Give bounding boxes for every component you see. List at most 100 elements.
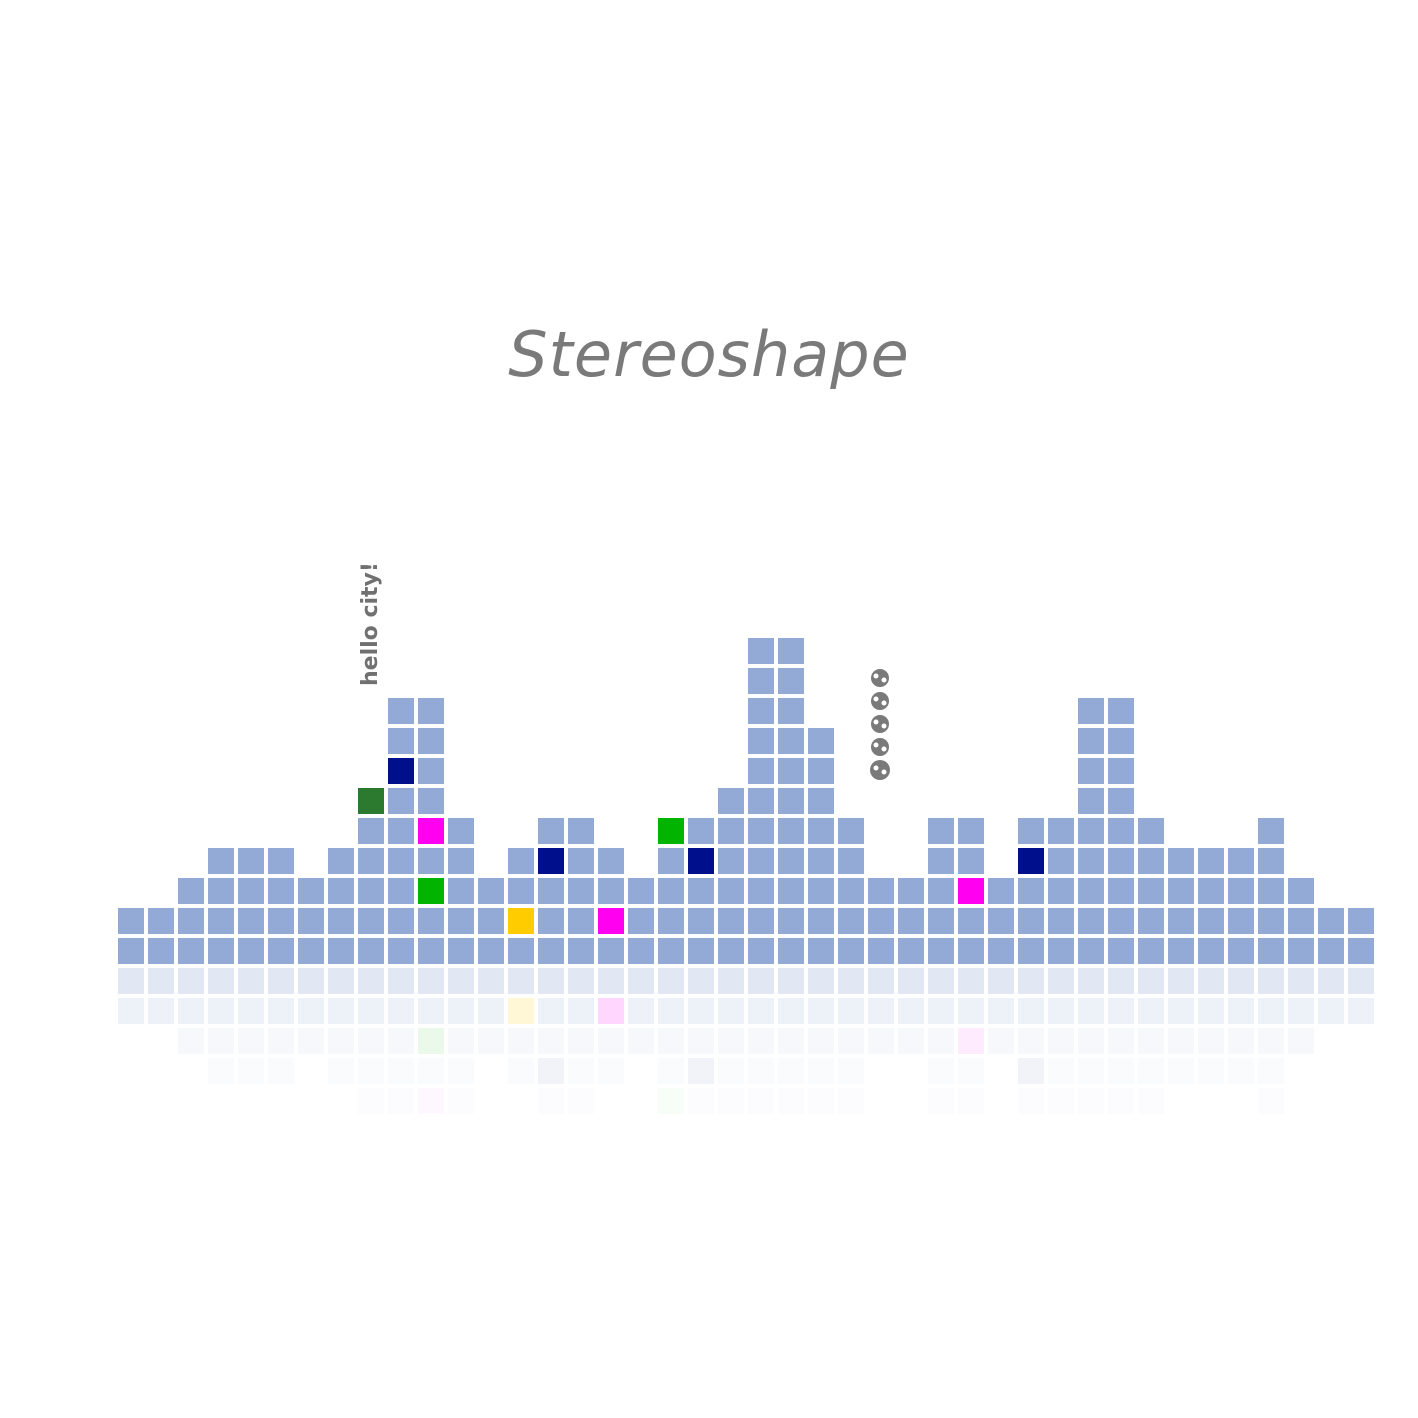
tile [838,848,864,874]
tile [448,818,474,844]
reflection-tile [778,1058,804,1084]
tile [208,938,234,964]
tile [718,878,744,904]
reflection-tile [478,998,504,1024]
tile [928,878,954,904]
reflection-tile [268,1028,294,1054]
tile [778,638,804,664]
reflection-tile [358,1058,384,1084]
tile [568,848,594,874]
tile [928,938,954,964]
tile [568,938,594,964]
tile [1198,878,1224,904]
tile [418,788,444,814]
accent-tile [418,878,444,904]
tile [778,938,804,964]
tile [268,848,294,874]
reflection-tile [658,968,684,994]
tile [718,848,744,874]
tile [478,938,504,964]
tile [1168,848,1194,874]
tile [418,938,444,964]
reflection-tile [448,968,474,994]
hello-city-label: hello city! [358,562,383,686]
reflection-tile [478,968,504,994]
reflection-tile [808,968,834,994]
tile [388,908,414,934]
tile [1228,878,1254,904]
reflection-tile [238,968,264,994]
reflection-tile [508,1028,534,1054]
tile [718,908,744,934]
tile [298,938,324,964]
reflection-tile [358,1028,384,1054]
reflection-tile [1138,998,1164,1024]
reflection-tile [238,1058,264,1084]
tile [988,938,1014,964]
tile [1048,938,1074,964]
accent-tile [508,908,534,934]
tile [1288,878,1314,904]
reflection-tile [1348,968,1374,994]
tile [718,938,744,964]
tile [538,938,564,964]
tile [238,878,264,904]
reflection-tile [178,1028,204,1054]
reflection-tile [988,1028,1014,1054]
tile [508,878,534,904]
reflection-tile [838,1028,864,1054]
reflection-tile [1258,998,1284,1024]
tile [1078,878,1104,904]
reflection-tile [688,968,714,994]
tile [358,908,384,934]
reflection-tile [328,968,354,994]
tile [358,878,384,904]
reflection-tile [748,1088,774,1114]
reflection-tile [778,968,804,994]
reflection-tile [1108,1028,1134,1054]
tile [238,848,264,874]
reflection-tile [328,998,354,1024]
tile [448,878,474,904]
tile [1048,908,1074,934]
tile [478,908,504,934]
tile [748,938,774,964]
tile [538,818,564,844]
tile [238,938,264,964]
tile [808,788,834,814]
tile [1138,938,1164,964]
tile [628,878,654,904]
tile [388,818,414,844]
tile [298,908,324,934]
reflection-tile [418,968,444,994]
tile [928,908,954,934]
reflection-tile [958,1058,984,1084]
tile [808,908,834,934]
tile [508,848,534,874]
reflection-tile [388,1088,414,1114]
reflection-tile [928,968,954,994]
tile [1078,818,1104,844]
reflection-tile [298,1028,324,1054]
tile [1198,848,1224,874]
tile [748,728,774,754]
tile [538,878,564,904]
reflection-tile [1108,998,1134,1024]
tile [988,878,1014,904]
tile [778,758,804,784]
tile [1108,848,1134,874]
reflection-tile [568,1028,594,1054]
tile [748,788,774,814]
reflection-tile [298,968,324,994]
tile [1258,938,1284,964]
reflection-tile [838,1088,864,1114]
reflection-tile [988,968,1014,994]
tile [808,938,834,964]
tile [1138,908,1164,934]
accent-tile [418,818,444,844]
accent-tile [1018,848,1044,874]
tile [598,848,624,874]
tile [748,818,774,844]
tile [1228,938,1254,964]
reflection-tile [118,968,144,994]
